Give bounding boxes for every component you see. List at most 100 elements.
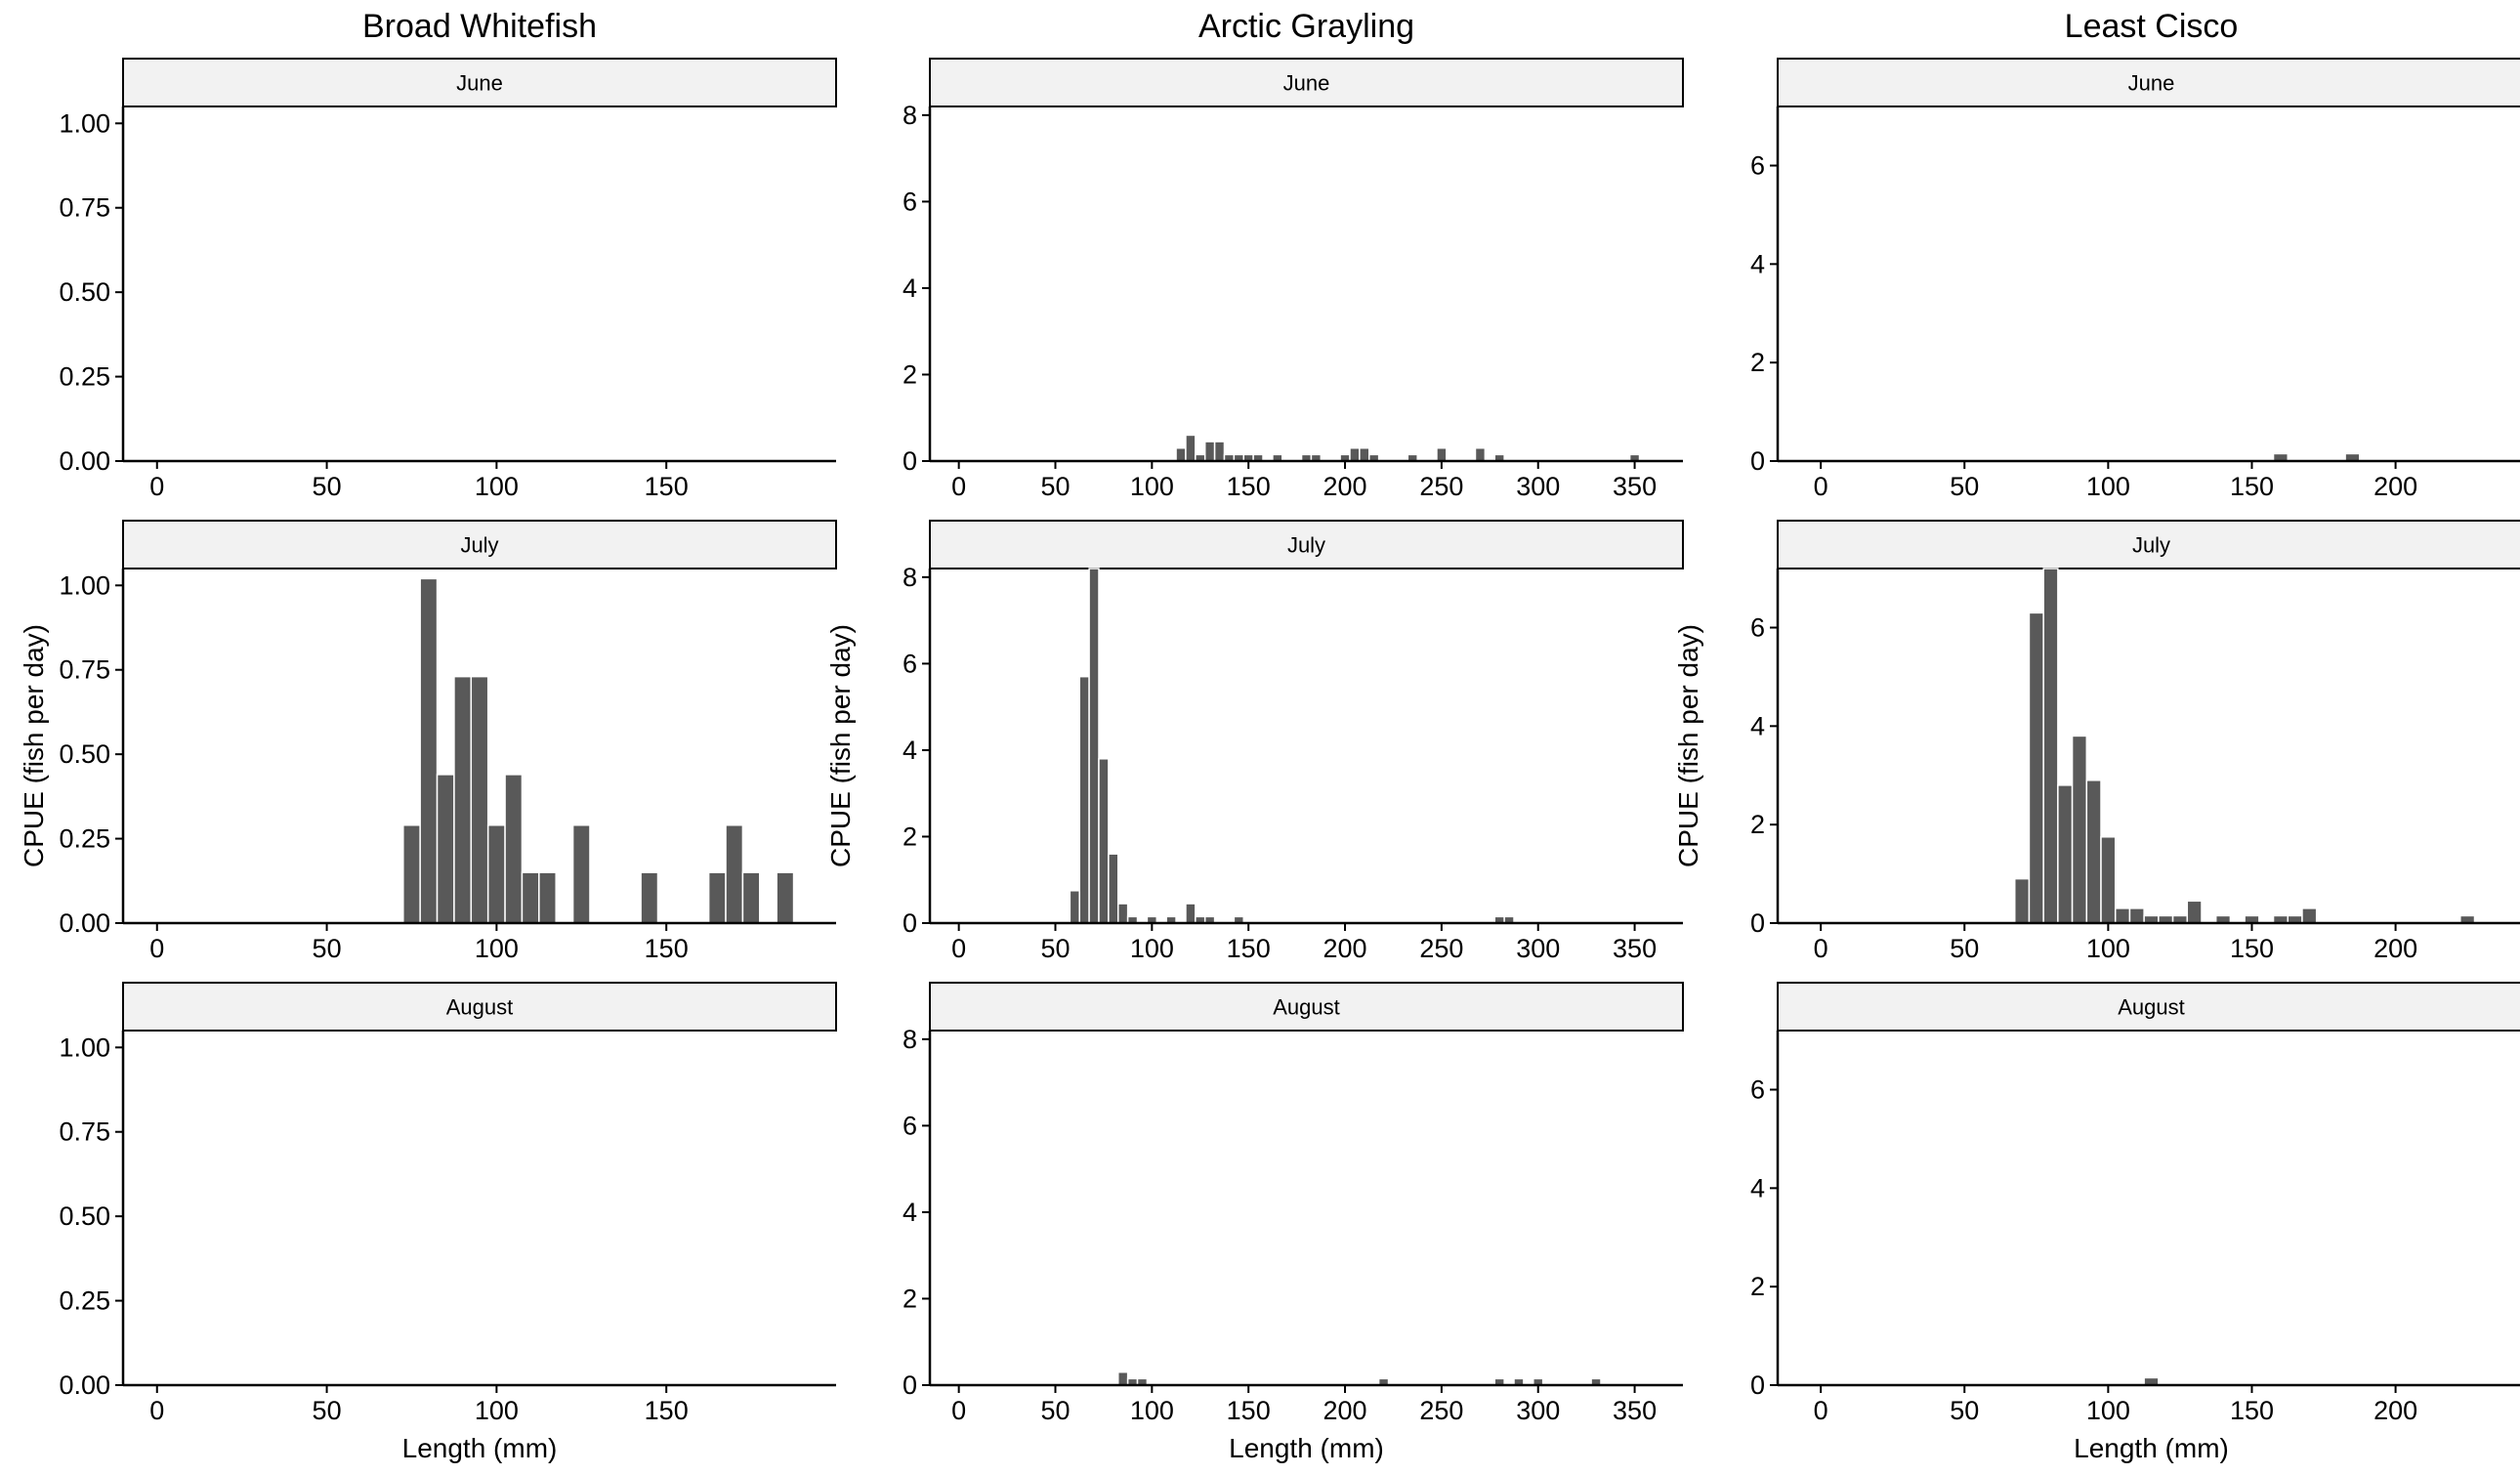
y-tick-label: 0 — [1750, 908, 1765, 938]
x-tick-label: 100 — [2086, 934, 2130, 963]
y-tick-label: 0 — [1750, 446, 1765, 476]
x-tick-label: 50 — [1950, 934, 1979, 963]
species-title: Arctic Grayling — [1198, 8, 1414, 45]
y-tick-label: 8 — [903, 101, 917, 130]
x-tick-label: 300 — [1516, 934, 1560, 963]
y-tick-label: 2 — [903, 822, 917, 851]
y-tick-label: 0.25 — [59, 824, 110, 854]
x-tick-label: 50 — [1040, 1396, 1070, 1425]
y-tick-label: 4 — [903, 1198, 917, 1227]
y-tick-label: 6 — [903, 649, 917, 678]
y-tick-label: 0.00 — [59, 1370, 110, 1400]
y-tick-label: 6 — [1750, 613, 1765, 643]
histogram-bar — [1359, 446, 1370, 462]
histogram-bar — [521, 871, 540, 924]
facet-strip-label: August — [1273, 995, 1340, 1020]
histogram-bar — [1185, 903, 1197, 924]
y-tick-label: 4 — [1750, 249, 1765, 278]
x-tick-label: 50 — [1040, 934, 1070, 963]
histogram-bar — [1098, 758, 1110, 924]
x-tick-label: 150 — [645, 472, 689, 501]
histogram-bar — [2028, 611, 2044, 924]
histogram-bar — [419, 577, 439, 924]
histogram-bar — [436, 774, 455, 924]
x-tick-label: 100 — [1130, 1396, 1174, 1425]
x-tick-label: 50 — [313, 934, 342, 963]
histogram-bar — [725, 823, 744, 924]
x-tick-label: 50 — [1950, 1396, 1979, 1425]
y-tick-label: 1.00 — [59, 1032, 110, 1062]
y-tick-label: 6 — [903, 187, 917, 216]
panel-0-0: June 0.00 0.25 0.50 0.75 1.00 0 50 100 150 — [59, 58, 837, 501]
x-tick-label: 100 — [475, 934, 519, 963]
x-tick-label: 150 — [645, 934, 689, 963]
histogram-bar — [2085, 780, 2102, 924]
y-tick-label: 0.75 — [59, 193, 110, 223]
panel-1-0: June 0 2 4 6 8 0 50 100 150 200 250 300 350 — [903, 58, 1684, 501]
x-axis-title: Length (mm) — [1229, 1433, 1384, 1463]
y-tick-label: 8 — [903, 563, 917, 592]
species-column-0: Broad Whitefish June 0.00 0.25 0.50 0.75 1.00 0… — [19, 8, 837, 1463]
panel-1-2: August 0 2 4 6 8 0 50 100 150 200 250 300 350 — [903, 982, 1684, 1425]
histogram-bar — [571, 823, 591, 924]
facet-strip-label: June — [456, 71, 503, 96]
histogram-bar — [1088, 568, 1100, 924]
x-tick-label: 250 — [1419, 1396, 1463, 1425]
x-tick-label: 350 — [1613, 1396, 1657, 1425]
histogram-bar — [707, 871, 727, 924]
facet-strip — [929, 982, 1684, 1032]
y-tick-label: 0 — [903, 446, 917, 476]
y-axis-title: CPUE (fish per day) — [825, 624, 856, 867]
y-tick-label: 4 — [903, 736, 917, 765]
x-tick-label: 250 — [1419, 934, 1463, 963]
x-tick-label: 150 — [645, 1396, 689, 1425]
y-tick-label: 6 — [1750, 1075, 1765, 1105]
x-tick-label: 0 — [951, 1396, 966, 1425]
histogram-bar — [2301, 907, 2318, 924]
x-tick-label: 150 — [2230, 1396, 2274, 1425]
histogram-bar — [2042, 568, 2059, 924]
histogram-bar — [2057, 784, 2074, 924]
histogram-bar — [640, 871, 659, 924]
facet-strip-label: July — [1287, 533, 1325, 558]
histogram-bar — [1474, 446, 1487, 462]
x-axis-title: Length (mm) — [402, 1433, 558, 1463]
y-tick-label: 0 — [903, 1370, 917, 1400]
histogram-bar — [453, 675, 473, 924]
y-tick-label: 4 — [1750, 711, 1765, 740]
x-tick-label: 0 — [1814, 472, 1828, 501]
histogram-bar — [1069, 890, 1080, 924]
y-tick-label: 0.25 — [59, 362, 110, 392]
x-tick-label: 150 — [1227, 1396, 1271, 1425]
histogram-bar — [538, 871, 557, 924]
x-tick-label: 200 — [1323, 934, 1367, 963]
histogram-bar — [2013, 877, 2031, 924]
x-tick-label: 250 — [1419, 472, 1463, 501]
x-tick-label: 200 — [2373, 1396, 2417, 1425]
facet-strip-label: August — [2118, 995, 2185, 1020]
species-title: Broad Whitefish — [362, 8, 597, 45]
y-tick-label: 2 — [903, 359, 917, 389]
x-tick-label: 350 — [1613, 472, 1657, 501]
histogram-bar — [486, 823, 506, 924]
y-tick-label: 0.75 — [59, 655, 110, 685]
x-tick-label: 50 — [1040, 472, 1070, 501]
species-title: Least Cisco — [2065, 8, 2239, 45]
histogram-bar — [2186, 900, 2203, 924]
facet-strip — [122, 58, 837, 107]
panel-2-2: August 0 2 4 6 0 50 100 150 200 — [1750, 982, 2520, 1425]
panel-0-1: July 0.00 0.25 0.50 0.75 1.00 0 50 100 150 — [59, 520, 837, 963]
x-tick-label: 100 — [2086, 1396, 2130, 1425]
x-tick-label: 300 — [1516, 472, 1560, 501]
histogram-bar — [1175, 446, 1187, 462]
x-tick-label: 100 — [1130, 934, 1174, 963]
x-tick-label: 150 — [2230, 472, 2274, 501]
y-tick-label: 4 — [1750, 1173, 1765, 1202]
y-tick-label: 8 — [903, 1025, 917, 1054]
x-tick-label: 100 — [475, 472, 519, 501]
x-tick-label: 200 — [1323, 1396, 1367, 1425]
